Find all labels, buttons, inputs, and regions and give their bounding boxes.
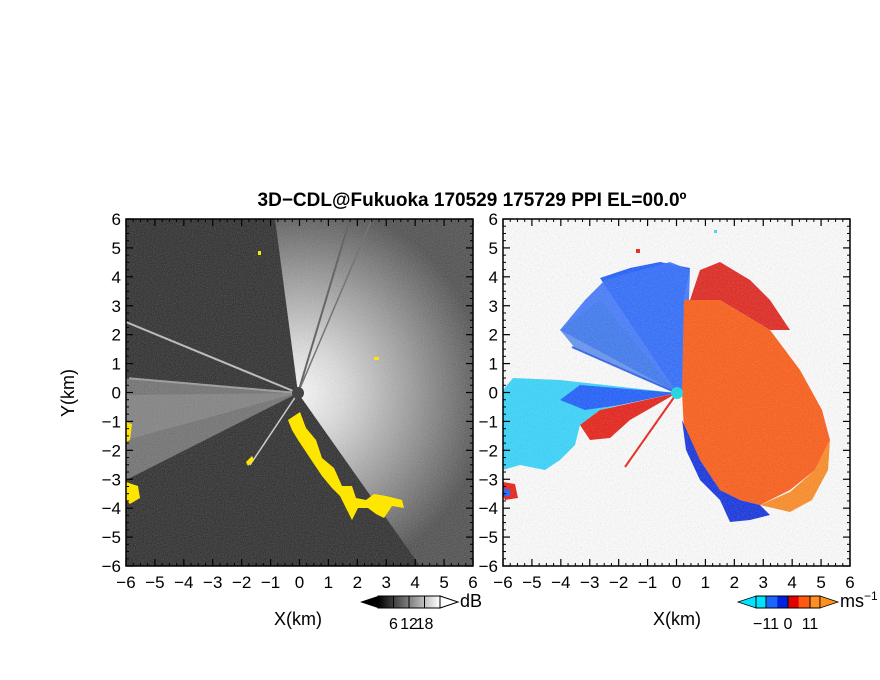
y-tick-label: −3 [479,470,498,489]
x-tick-label: −4 [174,573,193,592]
high-echo-region [126,251,404,520]
x-tick-label: 2 [730,573,739,592]
y-tick-label: −2 [479,441,498,460]
x-tick-label: 1 [324,573,333,592]
colorbar-segment [766,596,778,608]
x-tick-label: 4 [410,573,419,592]
x-tick-label: 0 [295,573,304,592]
colorbar-tick-label: 6 [389,616,398,633]
colorbar-tick-label: −11 [753,616,779,633]
x-tick-label: 5 [816,573,825,592]
radar-site-marker [671,387,683,399]
y-tick-label: −2 [102,441,121,460]
y-tick-label: −5 [479,528,498,547]
x-axis-label: X(km) [274,609,322,629]
y-tick-label: 3 [489,297,498,316]
x-tick-label: −1 [261,573,280,592]
y-tick-label: 1 [489,355,498,374]
colorbar-tick-label: 18 [416,616,434,633]
colorbar-tick-label: 0 [784,616,793,633]
y-tick-label: 6 [112,210,121,229]
x-tick-label: −5 [522,573,541,592]
velocity-field [503,219,850,566]
x-tick-label: 3 [382,573,391,592]
y-tick-label: −6 [479,557,498,576]
x-tick-label: 6 [468,573,477,592]
velocity-colorbar: −11 0 11 ms−1 [736,589,878,633]
x-tick-label: −5 [145,573,164,592]
x-tick-label: −6 [116,573,135,592]
y-tick-label: −1 [479,412,498,431]
y-tick-label: 2 [112,326,121,345]
y-tick-label: 5 [489,239,498,258]
x-tick-label: 3 [759,573,768,592]
x-tick-label: 5 [439,573,448,592]
y-tick-label: 1 [112,355,121,374]
colorbar-arrow-high [439,595,460,609]
colorbar-segment [777,596,789,608]
x-tick-label: −2 [609,573,628,592]
colorbar-tick-label: 11 [802,616,819,633]
y-tick-label: 2 [489,326,498,345]
x-tick-label: −6 [493,573,512,592]
x-tick-label: 1 [701,573,710,592]
x-tick-label: 6 [845,573,854,592]
y-axis-label: Y(km) [58,369,78,417]
y-tick-label: 6 [489,210,498,229]
x-tick-label: −1 [638,573,657,592]
y-tick-label: 0 [489,384,498,403]
x-tick-label: 0 [672,573,681,592]
x-tick-label: 2 [353,573,362,592]
chart-title: 3D−CDL@Fukuoka 170529 175729 PPI EL=00.0… [258,190,687,211]
colorbar-segment [798,596,810,608]
radar-site-marker [292,387,304,399]
x-axis-label: X(km) [653,609,701,629]
x-tick-label: −3 [580,573,599,592]
y-tick-label: 3 [112,297,121,316]
colorbar-arrow-low [736,595,757,609]
y-tick-label: 4 [489,268,498,287]
colorbar-ticks: −11 0 11 [753,596,818,633]
y-tick-label: 5 [112,239,121,258]
y-tick-label: −4 [102,499,121,518]
y-tick-label: 0 [112,384,121,403]
y-tick-label: −4 [479,499,498,518]
colorbar-arrow-high [819,595,840,609]
colorbar-segment [809,596,821,608]
x-tick-label: −4 [551,573,570,592]
colorbar-segment [788,596,800,608]
colorbar-arrow-low [360,596,378,608]
colorbar-unit: dB [460,591,482,611]
y-tick-label: −3 [102,470,121,489]
x-tick-label: −3 [203,573,222,592]
y-tick-label: −6 [102,557,121,576]
x-tick-label: 4 [787,573,796,592]
colorbar-segment [756,596,768,608]
x-tick-label: −2 [232,573,251,592]
y-tick-label: −5 [102,528,121,547]
colorbar-unit: ms−1 [840,589,878,611]
y-tick-label: 4 [112,268,121,287]
y-tick-label: −1 [102,412,121,431]
colorbar-tick-label: 12 [400,616,418,633]
